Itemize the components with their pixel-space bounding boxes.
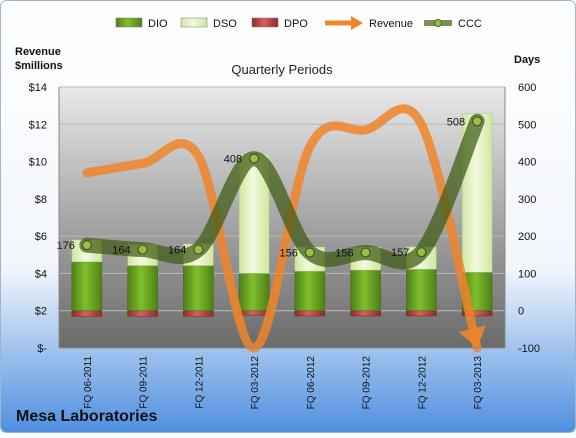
y-left-tick-label: $10 bbox=[29, 157, 47, 169]
y-right-tick-label: 400 bbox=[518, 157, 536, 169]
ccc-point bbox=[305, 248, 314, 257]
ccc-data-label: 164 bbox=[112, 245, 130, 257]
legend-label: Revenue bbox=[369, 18, 413, 30]
legend-label: CCC bbox=[458, 18, 482, 30]
company-name: Mesa Laboratories bbox=[16, 408, 157, 425]
y-left-label-line2: $millions bbox=[15, 60, 63, 72]
dpo-bar bbox=[295, 311, 325, 316]
ccc-data-label: 157 bbox=[391, 247, 409, 259]
dpo-bar bbox=[406, 311, 436, 316]
dpo-bar bbox=[72, 311, 102, 317]
y-left-tick-label: $- bbox=[37, 343, 47, 355]
chart-subtitle: Quarterly Periods bbox=[231, 62, 333, 77]
ccc-data-label: 156 bbox=[280, 248, 298, 260]
x-tick-label: FQ 03-2013 bbox=[473, 356, 484, 410]
y-left-tick-label: $2 bbox=[35, 306, 47, 318]
y-right-tick-label: 500 bbox=[518, 119, 536, 131]
ccc-point bbox=[250, 154, 259, 163]
y-left-tick-label: $4 bbox=[35, 268, 47, 280]
ccc-point bbox=[82, 241, 91, 250]
y-right-tick-label: 0 bbox=[518, 306, 524, 318]
ccc-data-label: 408 bbox=[224, 154, 242, 166]
y-left-tick-label: $12 bbox=[29, 119, 47, 131]
ccc-data-label: 164 bbox=[168, 245, 186, 257]
dpo-bar bbox=[128, 311, 158, 317]
ccc-point bbox=[417, 248, 426, 257]
legend-swatch bbox=[181, 18, 207, 27]
y-right-tick-label: 200 bbox=[518, 231, 536, 243]
x-tick-label: FQ 12-2011 bbox=[194, 356, 205, 409]
y-right-tick-label: -100 bbox=[518, 343, 540, 355]
y-left-label-line1: Revenue bbox=[15, 46, 61, 58]
y-right-tick-label: 600 bbox=[518, 82, 536, 94]
y-left-tick-label: $6 bbox=[35, 231, 47, 243]
x-tick-label: FQ 03-2012 bbox=[250, 356, 261, 410]
x-tick-label: FQ 09-2011 bbox=[139, 356, 150, 409]
legend-label: DPO bbox=[284, 18, 308, 30]
dpo-bar bbox=[183, 311, 213, 317]
ccc-point bbox=[473, 117, 482, 126]
legend-label: DIO bbox=[148, 18, 168, 30]
y-left-tick-label: $8 bbox=[35, 194, 47, 206]
ccc-data-label: 156 bbox=[335, 248, 353, 260]
legend-label: DSO bbox=[213, 18, 237, 30]
dio-bar bbox=[239, 273, 269, 310]
legend-swatch bbox=[116, 18, 142, 27]
dio-bar bbox=[128, 266, 158, 311]
dio-bar bbox=[295, 271, 325, 311]
x-tick-label: FQ 06-2011 bbox=[83, 356, 94, 409]
dpo-bar bbox=[239, 311, 269, 315]
y-left-tick-label: $14 bbox=[29, 82, 47, 94]
x-tick-label: FQ 09-2012 bbox=[362, 356, 373, 410]
dio-bar bbox=[72, 262, 102, 311]
dio-bar bbox=[351, 270, 381, 311]
legend-marker bbox=[435, 20, 442, 27]
x-tick-label: FQ 06-2012 bbox=[306, 356, 317, 410]
ccc-point bbox=[194, 245, 203, 254]
dpo-bar bbox=[351, 311, 381, 316]
dio-bar bbox=[183, 266, 213, 311]
legend-swatch bbox=[252, 18, 278, 27]
y-right-tick-label: 300 bbox=[518, 194, 536, 206]
ccc-point bbox=[361, 248, 370, 257]
ccc-data-label: 508 bbox=[447, 116, 465, 128]
dio-bar bbox=[406, 269, 436, 310]
ccc-point bbox=[138, 245, 147, 254]
y-right-tick-label: 100 bbox=[518, 268, 536, 280]
y-right-label: Days bbox=[514, 54, 540, 66]
x-tick-label: FQ 12-2012 bbox=[417, 356, 428, 410]
